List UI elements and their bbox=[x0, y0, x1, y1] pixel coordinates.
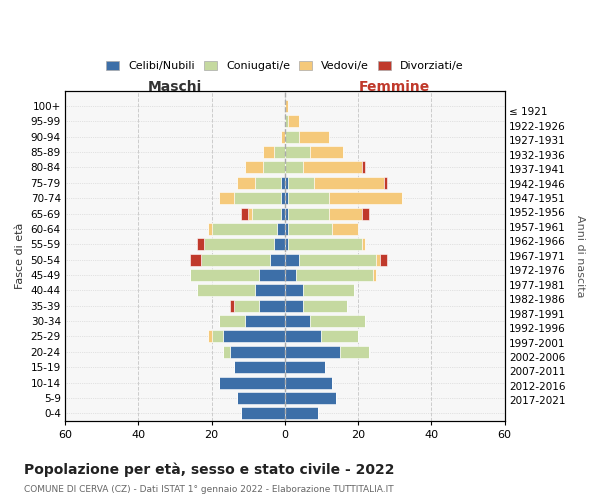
Bar bbox=[256, 177, 281, 189]
Y-axis label: Anni di nascita: Anni di nascita bbox=[575, 214, 585, 297]
Bar bbox=[329, 192, 402, 204]
Bar bbox=[289, 238, 362, 250]
Bar bbox=[285, 330, 322, 342]
Bar bbox=[303, 284, 355, 296]
Bar bbox=[310, 146, 343, 158]
Bar bbox=[223, 346, 230, 358]
Bar bbox=[285, 238, 289, 250]
Bar bbox=[277, 223, 285, 235]
Text: Maschi: Maschi bbox=[148, 80, 202, 94]
Bar bbox=[285, 146, 310, 158]
Bar bbox=[285, 346, 340, 358]
Bar bbox=[285, 162, 303, 173]
Bar bbox=[197, 238, 204, 250]
Bar bbox=[245, 162, 263, 173]
Bar bbox=[285, 376, 332, 388]
Bar bbox=[285, 300, 303, 312]
Bar bbox=[285, 361, 325, 373]
Bar bbox=[230, 346, 285, 358]
Bar bbox=[219, 192, 233, 204]
Bar bbox=[299, 130, 329, 142]
Bar bbox=[200, 254, 270, 266]
Bar bbox=[190, 269, 259, 281]
Bar bbox=[197, 284, 256, 296]
Bar bbox=[314, 177, 384, 189]
Bar bbox=[233, 300, 259, 312]
Bar bbox=[219, 315, 245, 327]
Bar bbox=[285, 315, 310, 327]
Bar bbox=[248, 208, 252, 220]
Bar bbox=[212, 330, 223, 342]
Bar bbox=[230, 300, 233, 312]
Bar bbox=[190, 254, 200, 266]
Bar bbox=[285, 208, 289, 220]
Bar bbox=[332, 223, 358, 235]
Bar bbox=[362, 162, 365, 173]
Bar bbox=[289, 177, 314, 189]
Bar bbox=[289, 116, 299, 128]
Bar bbox=[285, 100, 289, 112]
Bar bbox=[373, 269, 376, 281]
Bar bbox=[285, 130, 299, 142]
Bar bbox=[223, 330, 285, 342]
Bar bbox=[281, 192, 285, 204]
Bar bbox=[303, 300, 347, 312]
Text: COMUNE DI CERVA (CZ) - Dati ISTAT 1° gennaio 2022 - Elaborazione TUTTITALIA.IT: COMUNE DI CERVA (CZ) - Dati ISTAT 1° gen… bbox=[24, 485, 394, 494]
Bar bbox=[281, 130, 285, 142]
Bar bbox=[289, 208, 329, 220]
Legend: Celibi/Nubili, Coniugati/e, Vedovi/e, Divorziati/e: Celibi/Nubili, Coniugati/e, Vedovi/e, Di… bbox=[101, 56, 468, 76]
Bar bbox=[303, 162, 362, 173]
Bar bbox=[237, 392, 285, 404]
Bar bbox=[296, 269, 373, 281]
Bar bbox=[204, 238, 274, 250]
Bar bbox=[285, 192, 289, 204]
Bar bbox=[281, 177, 285, 189]
Bar bbox=[322, 330, 358, 342]
Bar bbox=[285, 223, 289, 235]
Bar bbox=[376, 254, 380, 266]
Bar bbox=[241, 408, 285, 420]
Bar bbox=[208, 330, 212, 342]
Bar bbox=[245, 315, 285, 327]
Bar bbox=[212, 223, 277, 235]
Bar bbox=[208, 223, 212, 235]
Bar bbox=[270, 254, 285, 266]
Bar bbox=[241, 208, 248, 220]
Text: Femmine: Femmine bbox=[359, 80, 430, 94]
Bar bbox=[362, 238, 365, 250]
Bar bbox=[285, 408, 318, 420]
Bar bbox=[285, 254, 299, 266]
Bar bbox=[237, 177, 256, 189]
Bar bbox=[259, 300, 285, 312]
Bar bbox=[329, 208, 362, 220]
Bar bbox=[263, 162, 285, 173]
Bar bbox=[384, 177, 388, 189]
Bar bbox=[252, 208, 281, 220]
Y-axis label: Fasce di età: Fasce di età bbox=[15, 222, 25, 289]
Bar bbox=[259, 269, 285, 281]
Bar bbox=[285, 116, 289, 128]
Bar bbox=[285, 269, 296, 281]
Bar bbox=[219, 376, 285, 388]
Bar bbox=[285, 284, 303, 296]
Bar bbox=[256, 284, 285, 296]
Bar bbox=[233, 192, 281, 204]
Bar bbox=[263, 146, 274, 158]
Bar bbox=[380, 254, 388, 266]
Bar bbox=[289, 192, 329, 204]
Bar bbox=[285, 392, 336, 404]
Bar bbox=[285, 177, 289, 189]
Bar bbox=[362, 208, 369, 220]
Bar bbox=[310, 315, 365, 327]
Bar bbox=[274, 146, 285, 158]
Text: Popolazione per età, sesso e stato civile - 2022: Popolazione per età, sesso e stato civil… bbox=[24, 462, 395, 477]
Bar bbox=[233, 361, 285, 373]
Bar bbox=[289, 223, 332, 235]
Bar bbox=[281, 208, 285, 220]
Bar bbox=[274, 238, 285, 250]
Bar bbox=[340, 346, 369, 358]
Bar bbox=[299, 254, 376, 266]
